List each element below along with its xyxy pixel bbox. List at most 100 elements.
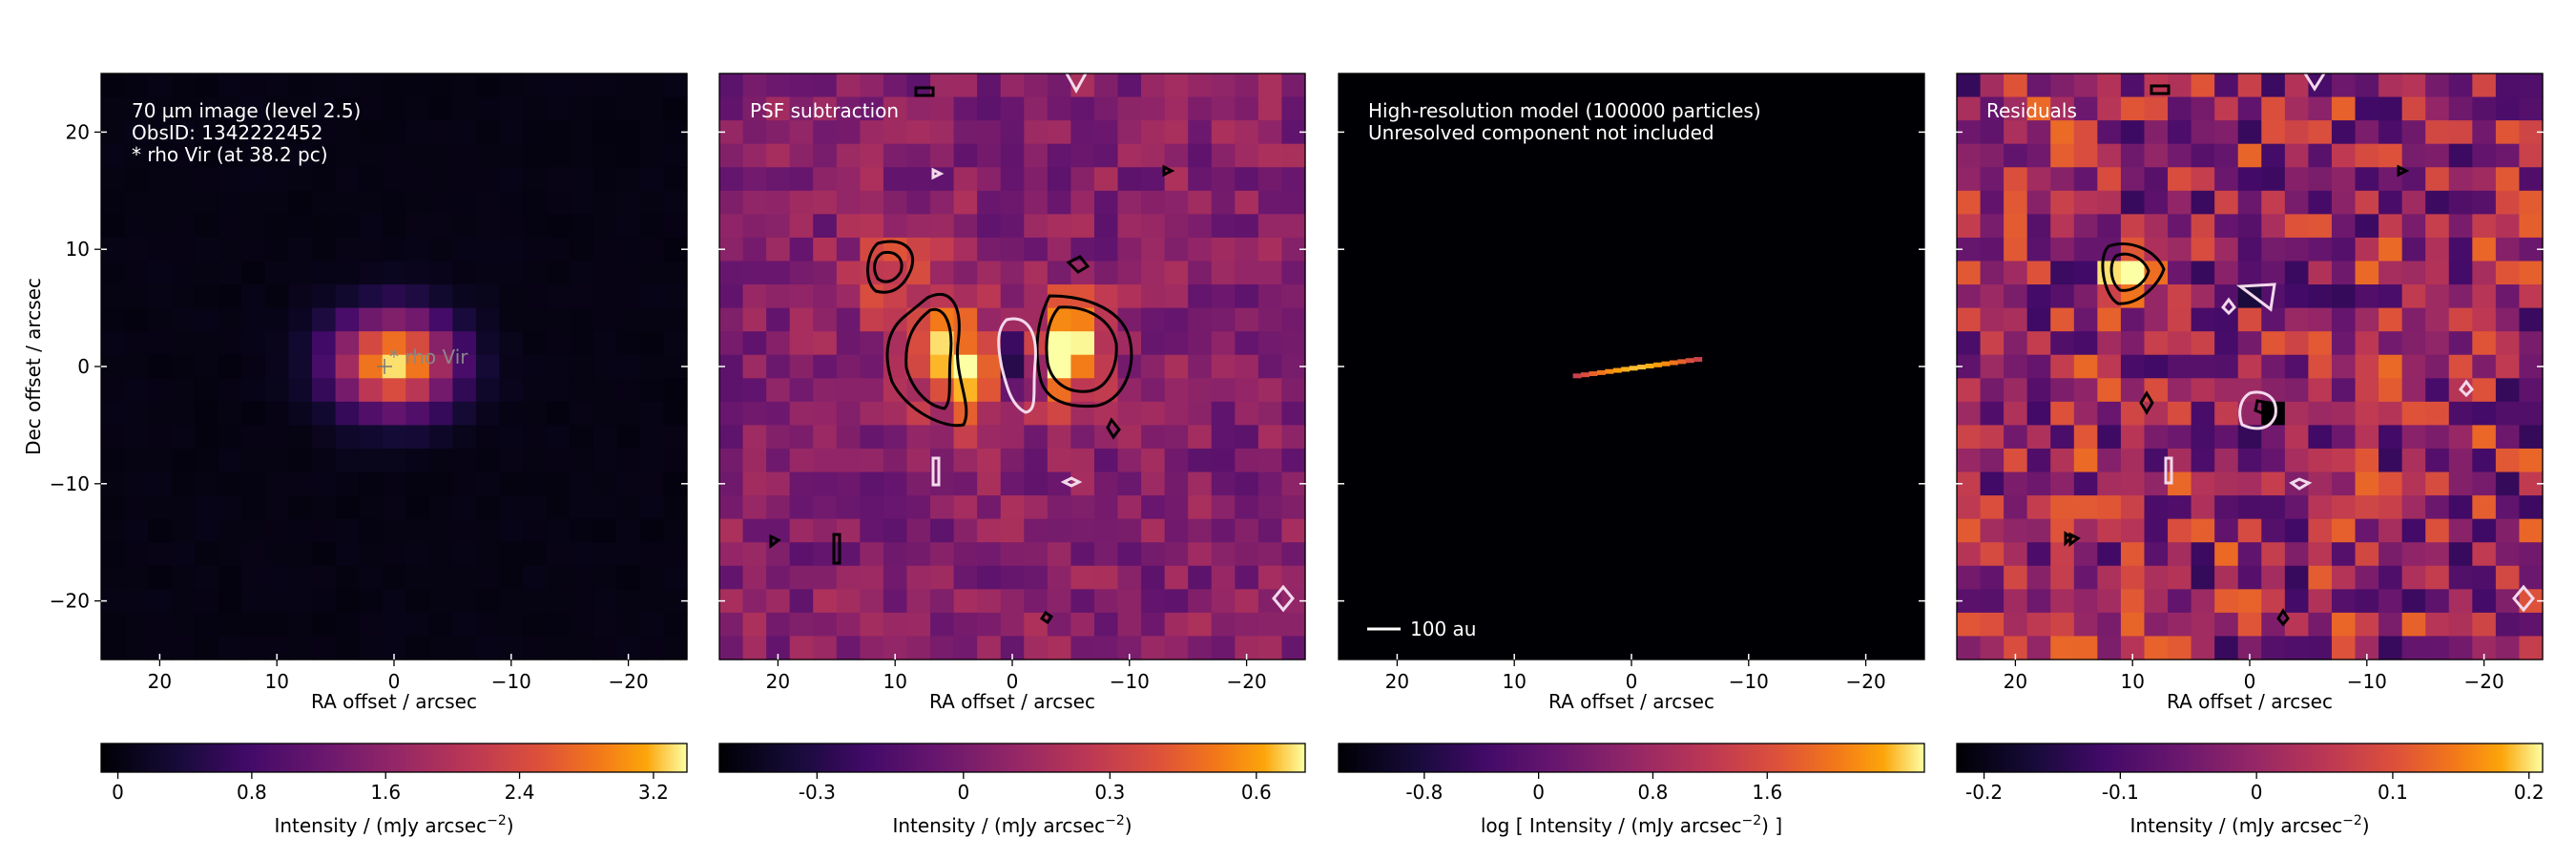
contour-small-10	[1039, 610, 1054, 625]
pixel	[883, 214, 908, 239]
pixel	[264, 401, 290, 426]
pixel	[2331, 284, 2357, 309]
pixel	[312, 261, 337, 285]
pixel	[1211, 143, 1236, 168]
pixel	[592, 565, 617, 590]
panel-2-contours	[769, 73, 1295, 625]
colorbar-tick-label: -0.1	[2102, 781, 2139, 804]
pixel	[2472, 425, 2497, 450]
pixel	[2308, 190, 2333, 215]
x-tick-label: 20	[1385, 670, 1409, 693]
pixel	[789, 518, 814, 543]
pixel	[475, 495, 501, 520]
pixel	[1980, 307, 2005, 332]
pixel	[766, 73, 791, 98]
pixel	[101, 307, 126, 332]
pixel	[1047, 261, 1071, 285]
pixel	[428, 518, 453, 543]
pixel	[2355, 167, 2379, 192]
colorbar-tick-label: 0.3	[1094, 781, 1125, 804]
pixel	[742, 425, 767, 450]
pixel	[2284, 518, 2309, 543]
pixel	[836, 565, 861, 590]
pixel	[2495, 354, 2521, 379]
pixel	[570, 471, 594, 496]
pixel	[2097, 237, 2122, 262]
pixel	[241, 190, 266, 215]
pixel	[405, 518, 430, 543]
pixel	[2120, 471, 2146, 496]
pixel	[2355, 214, 2379, 239]
pixel	[742, 237, 767, 262]
pixel	[1235, 612, 1259, 638]
pixel	[1000, 167, 1025, 192]
pixel	[2168, 425, 2192, 450]
pixel	[2331, 354, 2357, 379]
pixel	[906, 167, 931, 192]
disk-segment	[1661, 361, 1671, 367]
pixel	[2331, 307, 2357, 332]
contour-blob-inner	[873, 250, 904, 283]
pixel	[2425, 331, 2450, 356]
pixel	[766, 143, 791, 168]
pixel	[171, 284, 196, 309]
pixel	[930, 214, 955, 239]
pixel	[1047, 143, 1071, 168]
pixel	[2050, 167, 2075, 192]
pixel	[1070, 120, 1095, 145]
pixel	[2120, 331, 2146, 356]
pixel	[1188, 354, 1213, 379]
pixel	[1117, 542, 1142, 567]
pixel	[2144, 565, 2169, 590]
pixel	[2519, 401, 2544, 426]
pixel	[1164, 612, 1189, 638]
pixel	[2355, 565, 2379, 590]
pixel	[2004, 518, 2028, 543]
pixel	[335, 518, 360, 543]
pixel	[2425, 237, 2450, 262]
pixel	[2004, 143, 2028, 168]
pixel	[475, 307, 501, 332]
pixel	[405, 589, 430, 614]
pixel	[592, 120, 617, 145]
pixel	[382, 542, 406, 567]
pixel	[1957, 167, 1982, 192]
pixel	[405, 354, 430, 379]
pixel	[148, 120, 173, 145]
x-tick-label: 20	[148, 670, 172, 693]
pixel	[2237, 542, 2262, 567]
pixel	[1235, 167, 1259, 192]
pixel	[592, 448, 617, 473]
pixel	[1070, 261, 1095, 285]
pixel	[2308, 589, 2333, 614]
pixel	[1047, 96, 1071, 121]
pixel	[475, 284, 501, 309]
pixel	[1047, 589, 1071, 614]
pixel	[2073, 565, 2098, 590]
pixel	[1093, 565, 1119, 590]
pixel	[2495, 237, 2521, 262]
pixel	[2331, 378, 2357, 403]
pixel	[335, 471, 360, 496]
pixel	[241, 495, 266, 520]
pixel	[789, 354, 814, 379]
pixel	[1000, 96, 1025, 121]
pixel	[813, 495, 838, 520]
pixel	[218, 214, 242, 239]
pixel	[2261, 471, 2286, 496]
pixel	[742, 307, 767, 332]
pixel	[264, 495, 290, 520]
pixel	[1070, 214, 1095, 239]
pixel	[1164, 542, 1189, 567]
pixel	[1211, 284, 1236, 309]
pixel	[789, 542, 814, 567]
pixel	[312, 331, 337, 356]
pixel	[2284, 425, 2309, 450]
pixel	[1281, 612, 1306, 638]
pixel	[405, 307, 430, 332]
pixel	[1957, 448, 1982, 473]
pixel	[2237, 589, 2262, 614]
pixel	[1281, 307, 1306, 332]
pixel	[2308, 284, 2333, 309]
pixel	[2073, 448, 2098, 473]
